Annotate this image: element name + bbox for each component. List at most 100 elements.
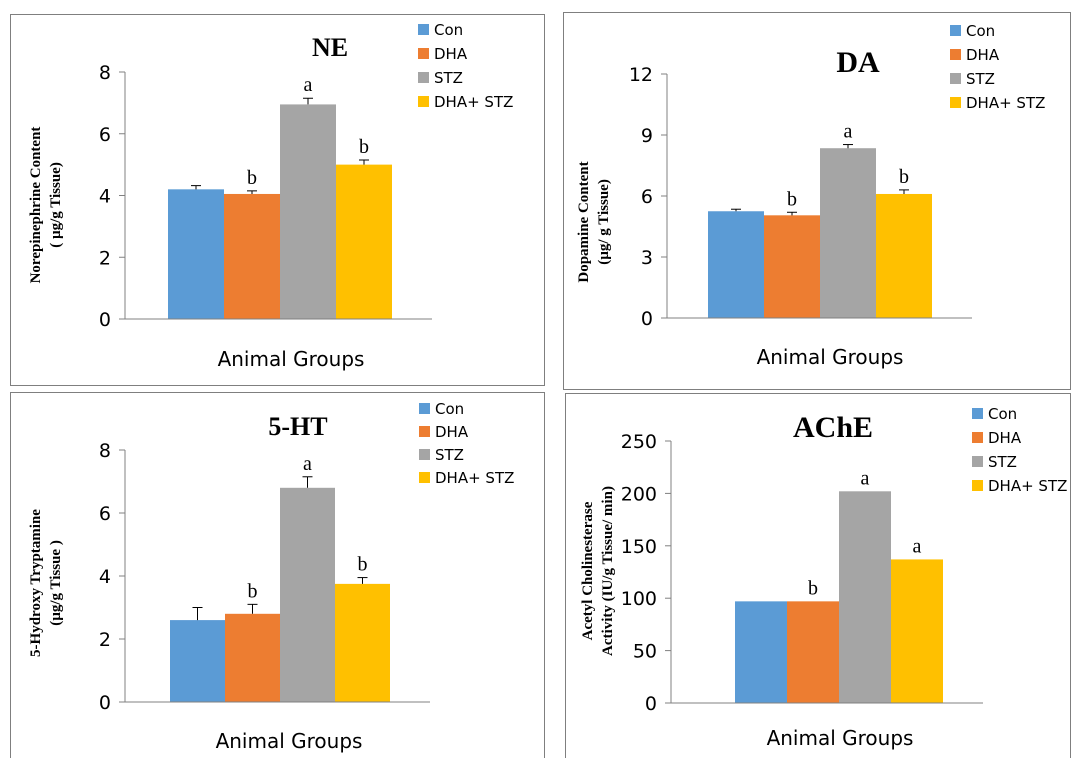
legend-label: Con: [435, 400, 464, 418]
bar-stz: [280, 104, 336, 319]
y-tick-label: 6: [99, 124, 111, 146]
panel-border: [563, 12, 1071, 390]
bar-stz: [839, 491, 891, 703]
legend-label: DHA: [988, 429, 1022, 447]
legend-label: DHA+ STZ: [988, 477, 1067, 495]
y-tick-label: 0: [641, 308, 653, 330]
legend-swatch: [419, 472, 430, 483]
bar-dha: [225, 613, 280, 702]
bar-stz: [820, 148, 876, 318]
chart-title: AChE: [793, 411, 873, 444]
legend-swatch: [950, 49, 961, 60]
legend-label: STZ: [434, 69, 463, 87]
y-axis-label-line-2: (µg/g Tissue ): [48, 540, 64, 626]
significance-label: a: [913, 535, 922, 557]
legend-swatch: [950, 97, 961, 108]
y-tick-label: 0: [645, 693, 657, 715]
legend-swatch: [419, 403, 430, 414]
bar-dha: [224, 193, 280, 319]
legend-swatch: [418, 72, 429, 83]
panel-border: [10, 392, 545, 758]
y-tick-label: 0: [99, 692, 111, 714]
legend-label: Con: [966, 22, 995, 40]
bar-con: [735, 601, 787, 703]
significance-label: a: [303, 453, 312, 475]
y-tick-label: 3: [641, 247, 653, 269]
bar-dha-stz: [336, 164, 392, 319]
chart-title: NE: [312, 33, 348, 62]
significance-label: b: [899, 166, 909, 188]
bar-con: [168, 189, 224, 319]
y-tick-label: 0: [99, 309, 111, 331]
legend-swatch: [418, 48, 429, 59]
legend-label: STZ: [966, 70, 995, 88]
bar-dha: [764, 215, 820, 318]
y-axis-label-line-2: Activity (IU/g Tissue/ min): [600, 486, 616, 656]
bar-con: [170, 620, 225, 702]
significance-label: b: [247, 167, 257, 189]
significance-label: b: [358, 554, 368, 576]
y-tick-label: 12: [629, 64, 653, 86]
y-tick-label: 50: [633, 641, 657, 663]
significance-label: b: [787, 188, 797, 210]
x-axis-label: Animal Groups: [218, 347, 365, 371]
y-tick-label: 250: [621, 431, 657, 453]
legend-swatch: [418, 24, 429, 35]
legend-swatch: [418, 96, 429, 107]
legend-label: DHA+ STZ: [966, 94, 1045, 112]
legend-swatch: [950, 25, 961, 36]
significance-label: a: [844, 121, 853, 143]
bar-dha-stz: [335, 583, 390, 702]
legend-swatch: [972, 480, 983, 491]
significance-label: a: [861, 467, 870, 489]
legend-swatch: [419, 449, 430, 460]
legend-swatch: [972, 408, 983, 419]
chart-panel-5ht: 5-HT 5-Hydroxy Tryptamine (µg/g Tissue )…: [10, 392, 545, 758]
legend-label: STZ: [988, 453, 1017, 471]
x-axis-label: Animal Groups: [767, 726, 914, 750]
y-tick-label: 2: [99, 629, 111, 651]
y-tick-label: 6: [99, 503, 111, 525]
chart-title: 5-HT: [268, 412, 327, 441]
y-axis-label-line-1: 5-Hydroxy Tryptamine: [28, 509, 44, 657]
chart-panel-da: DA Dopamine Content (µg/ g Tissue) Anima…: [563, 12, 1071, 390]
y-axis-label-line-2: ( µg/g Tissue): [48, 162, 64, 248]
significance-label: b: [359, 136, 369, 158]
bar-dha: [787, 601, 839, 703]
y-axis-label-line-1: Acetyl Cholinesterase: [580, 501, 596, 640]
bar-dha-stz: [876, 193, 932, 318]
legend-swatch: [972, 456, 983, 467]
y-axis-label-line-2: (µg/ g Tissue): [596, 179, 612, 265]
legend-label: DHA: [435, 423, 469, 441]
y-tick-label: 8: [99, 440, 111, 462]
significance-label: b: [808, 577, 818, 599]
legend-swatch: [972, 432, 983, 443]
legend-label: DHA: [434, 45, 468, 63]
y-tick-label: 200: [621, 483, 657, 505]
legend-label: DHA: [966, 46, 1000, 64]
bar-con: [708, 211, 764, 318]
legend-label: STZ: [435, 446, 464, 464]
x-axis-label: Animal Groups: [757, 345, 904, 369]
legend-label: Con: [434, 21, 463, 39]
chart-panel-ache: AChE Acetyl Cholinesterase Activity (IU/…: [565, 393, 1071, 758]
legend-swatch: [950, 73, 961, 84]
y-tick-label: 8: [99, 62, 111, 84]
bar-stz: [280, 487, 335, 702]
y-tick-label: 100: [621, 588, 657, 610]
y-tick-label: 6: [641, 186, 653, 208]
legend-swatch: [419, 426, 430, 437]
legend-label: DHA+ STZ: [435, 469, 514, 487]
x-axis-label: Animal Groups: [216, 729, 363, 753]
chart-title: DA: [836, 46, 880, 79]
y-tick-label: 150: [621, 536, 657, 558]
legend-label: Con: [988, 405, 1017, 423]
significance-label: a: [304, 74, 313, 96]
y-tick-label: 4: [99, 566, 111, 588]
y-tick-label: 2: [99, 247, 111, 269]
y-tick-label: 9: [641, 125, 653, 147]
chart-panel-ne: NE Norepinephrine Content ( µg/g Tissue)…: [10, 14, 545, 386]
bar-dha-stz: [891, 559, 943, 703]
legend-label: DHA+ STZ: [434, 93, 513, 111]
y-axis-label-line-1: Norepinephrine Content: [28, 127, 44, 284]
